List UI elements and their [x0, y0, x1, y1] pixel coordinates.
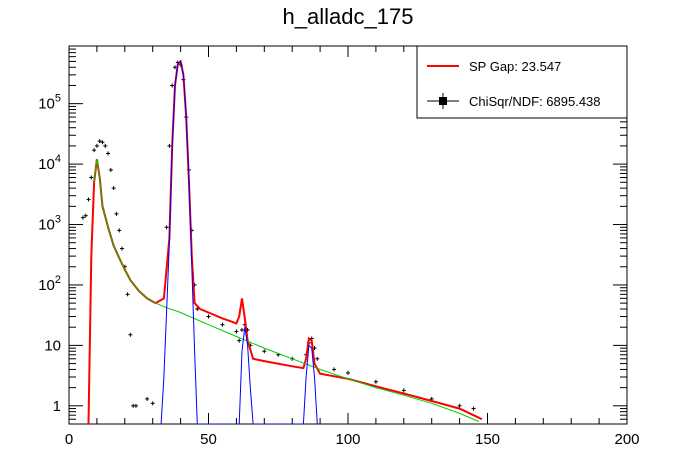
y-tick-label: 1 — [53, 398, 61, 415]
x-tick-label: 100 — [335, 431, 360, 448]
y-tick-label: 10 — [44, 337, 61, 354]
y-tick-label: 105 — [38, 93, 61, 113]
legend-swatch-square — [439, 97, 447, 105]
legend-box — [416, 45, 628, 119]
series-background — [93, 159, 480, 422]
x-tick-label: 0 — [65, 431, 73, 448]
legend: SP Gap: 23.547 ChiSqr/NDF: 6895.438 — [416, 45, 628, 119]
legend-label: SP Gap: 23.547 — [469, 59, 561, 74]
y-tick-label: 102 — [38, 274, 61, 294]
series-line — [93, 159, 480, 422]
x-tick-label: 150 — [475, 431, 500, 448]
series-data — [80, 60, 476, 411]
series-line — [160, 60, 318, 424]
series-layer — [80, 59, 483, 424]
y-tick-label: 104 — [38, 153, 61, 173]
x-tick-label: 200 — [614, 431, 639, 448]
series-peaks — [160, 60, 318, 424]
chart-title: h_alladc_175 — [282, 4, 414, 29]
x-tick-label: 50 — [200, 431, 217, 448]
legend-label: ChiSqr/NDF: 6895.438 — [469, 94, 601, 109]
y-tick-label: 103 — [38, 214, 61, 234]
